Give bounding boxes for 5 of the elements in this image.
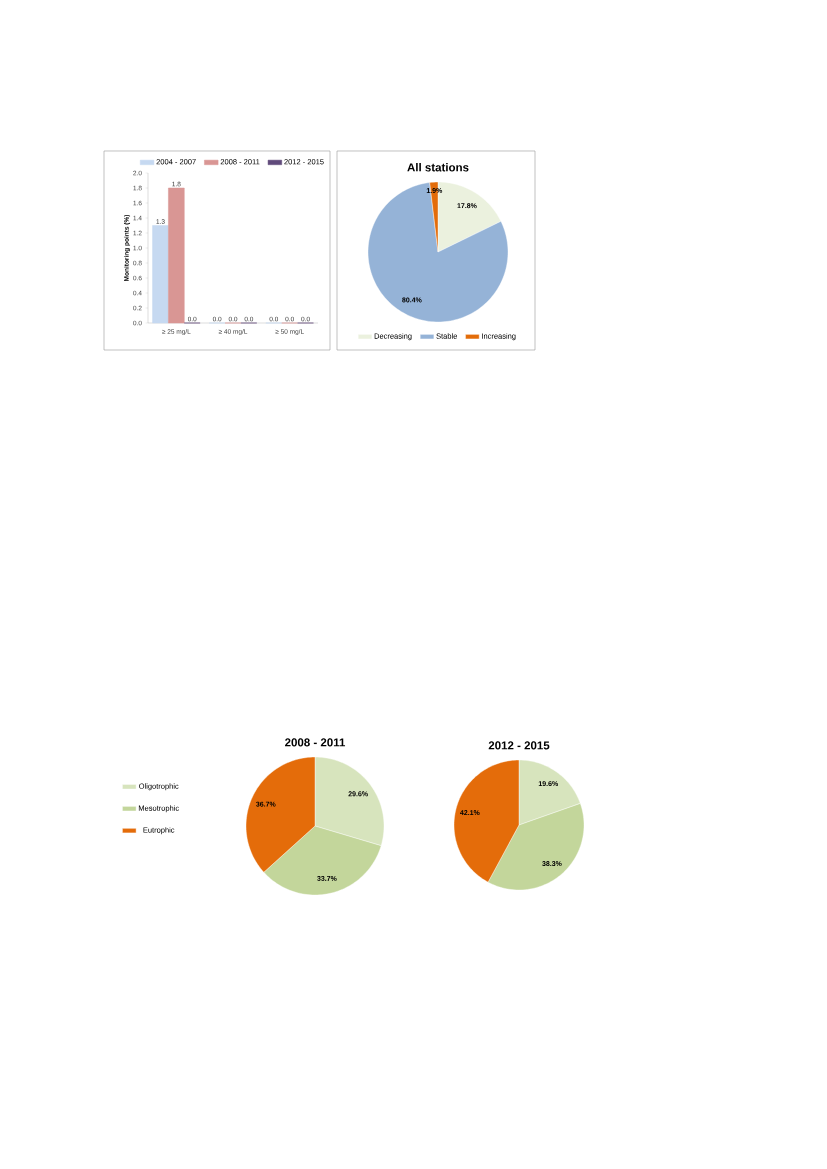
bar (168, 187, 185, 324)
bar (152, 225, 169, 324)
chart-title: All stations (407, 163, 469, 172)
chart-title: 2012 - 2015 (488, 741, 550, 750)
chart-title: 2008 - 2011 (285, 738, 346, 747)
